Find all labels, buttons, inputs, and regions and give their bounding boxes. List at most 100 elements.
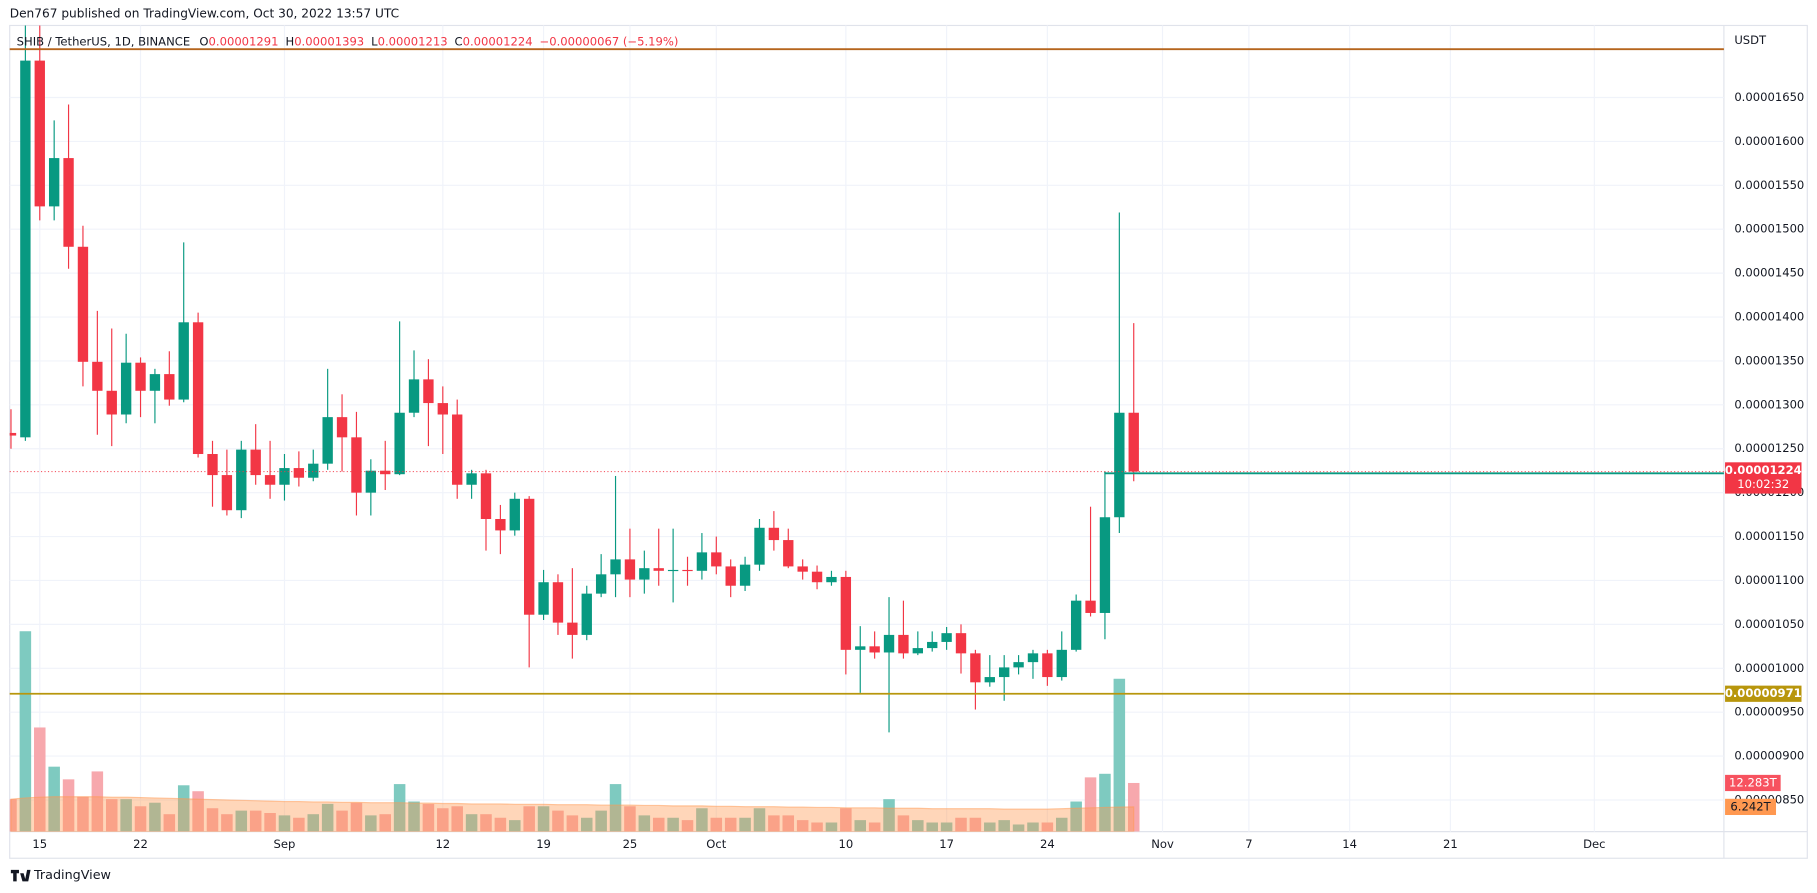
candle-body [351,437,362,493]
candle-body [106,390,117,415]
x-tick-label: 19 [536,837,551,851]
candle-body [552,582,564,623]
volume-bar [365,815,377,832]
candle-body [970,653,981,683]
volume-bar [537,806,550,832]
candle-body [955,633,967,654]
volume-bar [753,808,766,832]
volume-bar [566,815,579,832]
candle-body [797,566,808,572]
x-tick-label: 17 [939,837,954,851]
candle-body [869,646,880,653]
candle-body [336,417,348,438]
ohlc-value: 0.00001291 [209,34,279,48]
x-tick-label: 25 [623,837,638,851]
candle-body [120,362,132,415]
volume-bar [350,802,363,832]
candle-body [811,571,823,583]
candle-body [264,475,276,485]
candle-body [855,646,866,650]
volume-bar [48,766,60,832]
y-tick-label: 0.00001250 [1734,441,1804,455]
volume-bar [580,817,593,832]
volume-bar [984,822,996,832]
volume-label: 12.283T [1729,775,1778,789]
candle-body [322,417,333,464]
volume-bar [206,808,219,832]
candle-body [768,527,780,541]
volume-bar [9,799,17,832]
countdown-label: 10:02:32 [1737,477,1789,491]
y-tick-label: 0.00001450 [1734,266,1804,280]
axes: 0.00001650 0.00001600 0.00001550 0.00001500… [9,48,1804,851]
y-tick-label: 0.00000950 [1734,705,1804,719]
candle-body [34,60,45,207]
volume-bar [307,814,320,832]
candle-body [840,576,852,650]
volume-bar [451,806,463,832]
volume-bar [1070,801,1082,832]
y-tick-label: 0.00001150 [1734,529,1804,543]
volume-bar [1012,824,1025,832]
volume-bar [1099,773,1111,832]
volume-bar [739,817,751,832]
y-tick-label: 0.00001600 [1734,134,1804,148]
x-tick-label: 14 [1342,837,1357,851]
y-tick-label: 0.00001000 [1734,661,1804,675]
volume-bar [120,799,132,832]
candle-body [581,593,592,635]
volume-bar [897,815,910,832]
volume-bar [940,822,953,832]
volume-bar [235,810,248,832]
candle-body [739,564,751,586]
y-tick-label: 0.00001650 [1734,90,1804,104]
volume-bar [509,820,521,832]
volume-bar [34,727,46,832]
volume-bar [91,771,104,832]
ohlc-value: 0.00001393 [294,34,364,48]
candle-body [452,414,463,485]
volume-bar [77,796,89,832]
candle-body [538,582,549,615]
candle-body [653,568,664,571]
candle-body [92,361,103,391]
volume-bar [523,806,535,832]
candle-body [984,677,995,683]
candle-body [667,569,679,572]
x-tick-label: 12 [435,837,450,851]
volume-bar [854,820,867,832]
candle-body [898,634,909,654]
candle-body [1128,412,1139,472]
current-price-box [1725,462,1802,494]
volume-bar [134,806,147,832]
volume-bar [912,820,924,832]
candle-body [1042,653,1053,678]
volume-bar [408,801,420,832]
volume-bar [278,815,291,832]
volume-bar [883,799,895,832]
volume-bar [321,803,334,832]
candle-body [221,475,233,511]
volume-bar [177,785,190,832]
volume-ma-label: 6.242T [1730,799,1771,813]
candle-body [207,454,218,476]
volume-bar [724,817,737,832]
volume-bar [163,814,176,832]
candle-body [135,362,146,391]
candle-body [408,379,420,413]
volume-bar [1027,822,1039,832]
y-tick-label: 0.00001100 [1734,573,1804,587]
x-tick-label: 24 [1040,837,1055,851]
volume-bar [681,820,694,832]
candle-body [826,576,837,583]
y-tick-label: 0.00001400 [1734,310,1804,324]
candle-body [1085,600,1096,613]
volume-bar [1056,817,1068,832]
ohlc-letter: O [199,34,208,48]
candle-body [9,432,17,436]
candle-body [192,322,204,455]
volume-bar [825,822,838,832]
x-tick-label: Oct [706,837,726,851]
candle-body [1099,517,1111,613]
